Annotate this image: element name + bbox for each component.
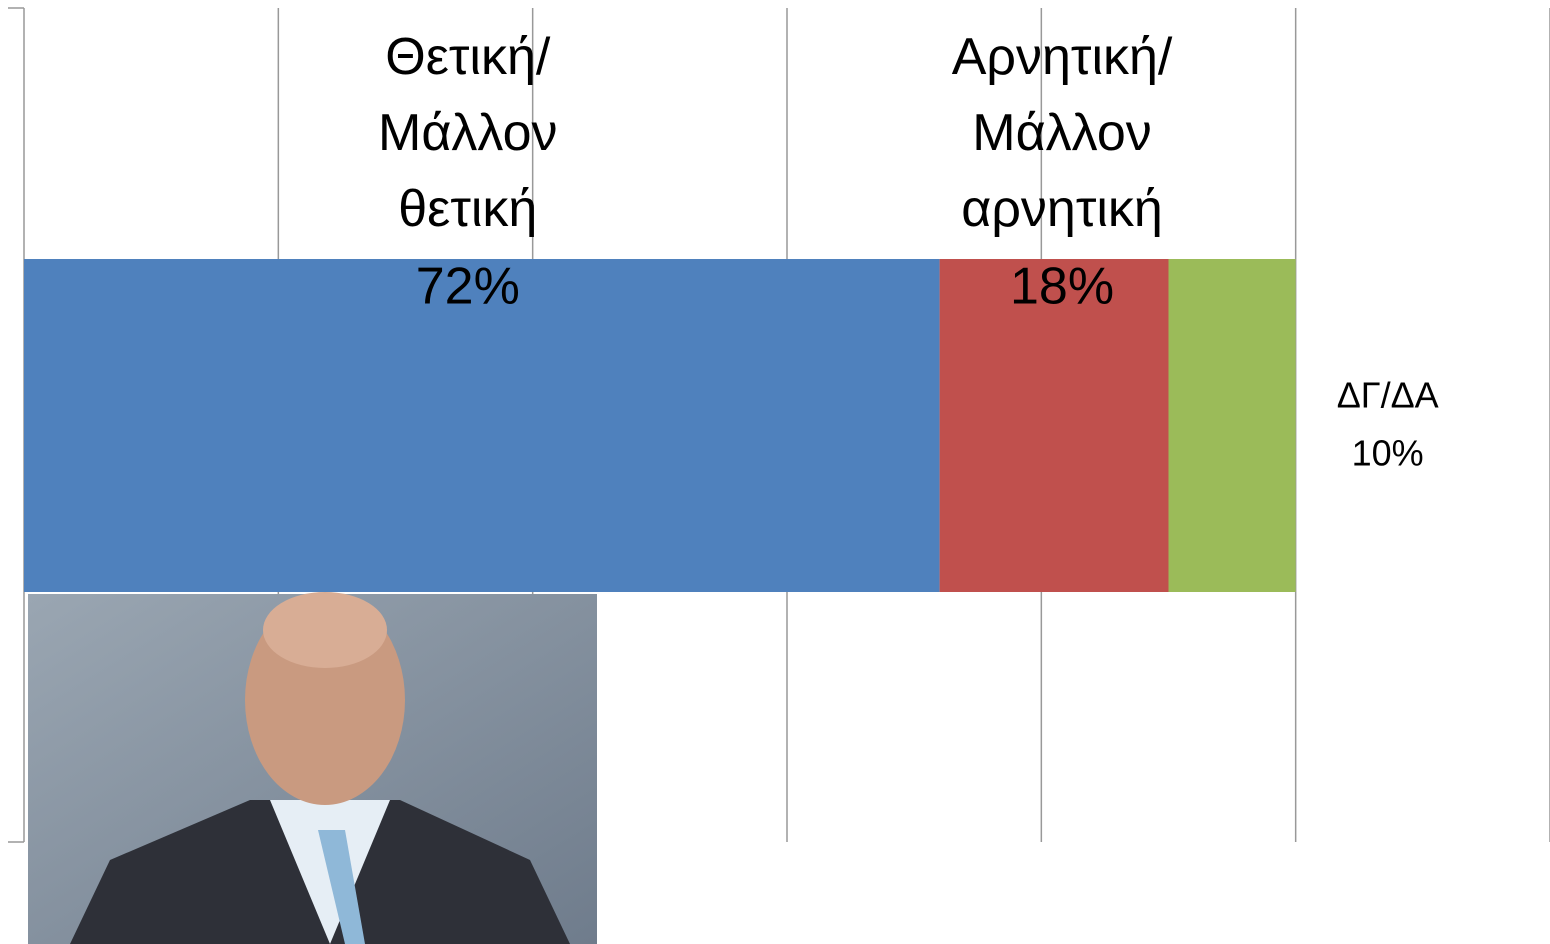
bar-segment bbox=[1168, 259, 1296, 592]
bar-segment bbox=[24, 259, 940, 592]
bar-segment bbox=[939, 259, 1169, 592]
data-label: 10% bbox=[1352, 433, 1424, 474]
photo bbox=[28, 592, 597, 944]
series-label: ΔΓ/ΔΑ bbox=[1337, 375, 1439, 416]
series-label: Θετική/Μάλλον θετική bbox=[378, 28, 558, 238]
data-label: 18% bbox=[1010, 258, 1114, 316]
data-label: 72% bbox=[416, 258, 520, 316]
series-label: Αρνητική/Μάλλον αρνητική bbox=[952, 28, 1173, 238]
